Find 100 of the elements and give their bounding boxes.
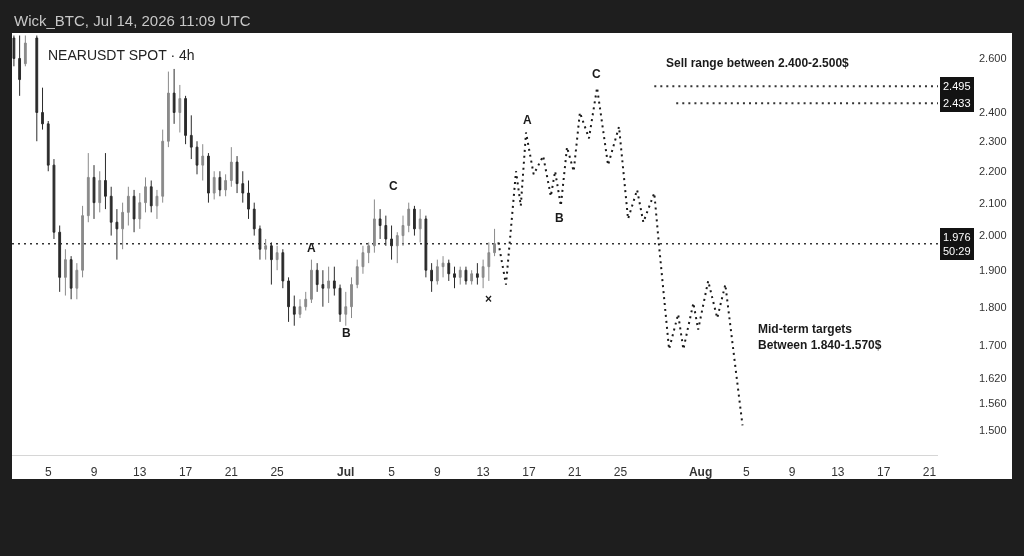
candlestick [41,87,44,131]
candlestick [475,262,479,286]
candlestick [430,262,434,293]
y-tick-label: 1.620 [979,371,1007,384]
candlestick [367,241,371,264]
candlestick [161,129,165,204]
y-tick-label: 2.600 [979,52,1007,65]
candlestick [487,241,491,282]
x-tick-label: 17 [178,465,193,480]
ref-line-label: 1.976 50:29 [943,231,971,258]
y-tick-label: 1.500 [979,423,1007,436]
x-tick-label: 5 [742,465,750,480]
candlestick [418,208,422,243]
text: NEARUSDT SPOT · 4h [48,46,195,63]
y-tick-label: 1.800 [979,300,1007,313]
candlestick [144,176,147,213]
candlestick [453,266,456,289]
candlestick [298,298,302,319]
x-tick-label: 21 [224,465,239,480]
candlestick [372,198,376,254]
candlestick [287,276,290,323]
candlestick [98,170,102,213]
candlestick [355,259,359,289]
candlestick [23,35,27,67]
candlestick [247,180,250,220]
y-tick-label: 2.000 [979,229,1007,242]
candlestick [344,291,348,327]
candlestick [315,262,319,293]
y-tick-label: 2.200 [979,165,1007,178]
candlestick [46,120,50,172]
data-label: 2.495 [943,80,971,92]
x-tick-label: 5 [44,465,52,480]
candlestick [149,180,153,213]
annotation: Sell range between 2.400-2.500$ [666,56,850,70]
annotation: C [389,179,398,193]
candlestick [470,269,474,286]
x-tick-label: 21 [922,465,937,480]
candlestick [458,266,462,286]
candlestick [401,215,405,247]
candlestick [195,140,199,175]
candlestick [235,155,239,194]
y-tick-label: 1.900 [979,264,1007,277]
candlestick [104,152,107,210]
candlestick [52,158,56,240]
candlestick [413,205,416,237]
candlestick [258,225,262,261]
x-tick-label: 25 [613,465,628,480]
candlestick [18,35,22,97]
x-tick-label: 17 [522,465,536,480]
candlestick [292,295,296,327]
y-tick-label: 2.300 [979,135,1007,148]
y-tick-label: 1.560 [979,397,1007,410]
candlestick [138,192,142,230]
candlestick [155,189,159,220]
candlestick [310,259,313,304]
candlestick [304,291,308,311]
y-tick-label: 2.100 [979,196,1007,209]
candlestick [464,266,468,286]
candlestick [132,189,136,233]
annotation: C [592,67,601,81]
annotation: Mid-term targets Between 1.840-1.570$ [758,322,882,352]
x-tick-label: 13 [476,465,491,480]
candlestick [332,266,336,297]
candlestick [64,248,67,297]
annotation: A [307,241,316,255]
candlestick [189,114,193,160]
candlestick [447,259,451,282]
candlestick [275,245,279,271]
candlestick [126,186,130,227]
x-tick-label: 13 [831,465,845,480]
candlestick [378,208,382,240]
x-tick-label: 21 [567,465,582,480]
candlestick [338,284,342,323]
y-tick-label: 1.700 [979,339,1007,352]
candlestick [92,164,96,220]
x-tick-label: Jul [337,465,355,480]
annotation: × [485,292,493,306]
candlestick [390,225,393,261]
candlestick [229,146,233,188]
candlestick [241,170,245,204]
x-tick-label: 9 [788,465,796,480]
candlestick [121,202,125,250]
annotation: B [342,326,351,340]
candlestick [224,173,228,197]
candlestick [327,266,331,304]
candlestick [361,245,365,275]
annotation: B [555,211,564,225]
candlestick [481,259,485,289]
x-tick-label: 13 [133,465,147,480]
candlestick [172,68,176,125]
candlestick [252,202,256,237]
candlestick [207,152,210,204]
candlestick [75,262,79,300]
candlestick [178,84,182,133]
candlestick [81,205,84,278]
candlestick [264,238,268,261]
x-tick-label: Aug [688,465,713,480]
data-label: 2.433 [943,97,971,109]
candlestick [441,255,445,278]
candlestick [212,170,216,200]
